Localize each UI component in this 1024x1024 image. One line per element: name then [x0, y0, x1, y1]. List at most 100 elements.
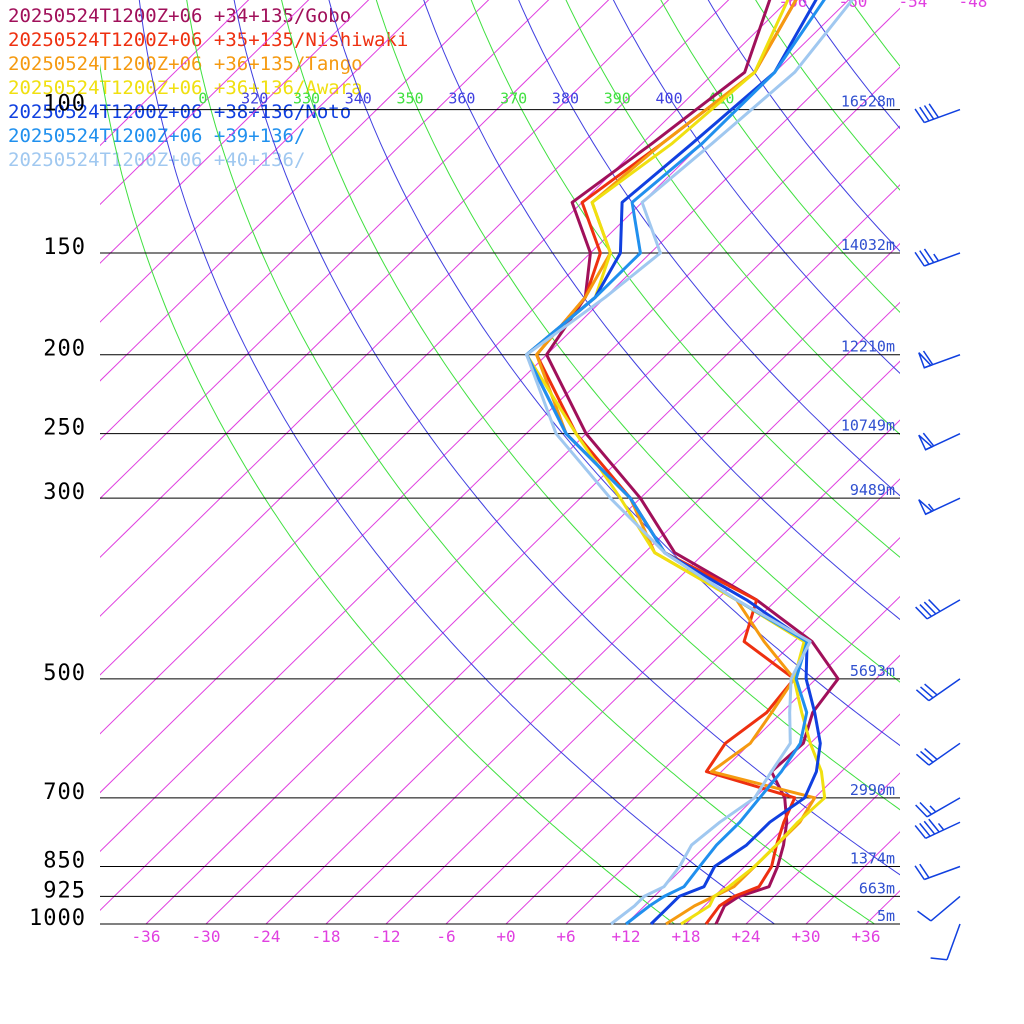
wind-barb-feather: [915, 689, 930, 702]
isotherm-line: [445, 478, 900, 924]
pressure-label: 300: [43, 480, 86, 505]
pressure-label: 150: [43, 235, 86, 260]
pressure-label: 925: [43, 878, 86, 903]
wind-barb-staff: [924, 252, 961, 267]
isotherm-line: [100, 0, 610, 500]
temperature-tick-label: -12: [372, 927, 401, 946]
isotherm-line: [100, 0, 430, 323]
theta-label: 320: [241, 90, 268, 108]
pressure-label: 700: [43, 780, 86, 805]
wind-barb-pennant: [918, 499, 934, 516]
wind-barb-feather: [919, 822, 931, 837]
wind-barb-staff: [926, 797, 961, 818]
wind-barb-staff: [926, 599, 961, 620]
dry-adiabat-line: [281, 0, 900, 811]
wind-barb-staff: [928, 742, 961, 766]
wind-barb-staff: [924, 108, 961, 124]
wind-barb-feather: [923, 248, 935, 263]
theta-label: 330: [293, 90, 320, 108]
wind-barb-pennant: [918, 434, 934, 451]
wind-barb-feather: [920, 750, 934, 763]
wind-barb-feather: [914, 825, 927, 839]
wind-barb-feather: [919, 801, 932, 815]
wind-barb-feather: [924, 748, 938, 760]
dry-adiabat-line: [375, 0, 900, 683]
temperature-tick-label: +36: [852, 927, 881, 946]
wind-barb-feather: [920, 686, 934, 699]
wind-barb-feather: [923, 820, 936, 835]
pressure-label: 100: [43, 92, 86, 117]
wind-barb-feather: [928, 103, 940, 118]
wind-barb-feather: [923, 105, 935, 120]
height-label: 14032m: [841, 236, 895, 254]
theta-label: 390: [604, 90, 631, 108]
theta-label: 0: [198, 90, 207, 108]
height-label: 663m: [859, 879, 895, 897]
dry-adiabat-line: [186, 0, 875, 924]
height-label: 10749m: [841, 417, 895, 435]
temperature-tick-label: -36: [132, 927, 161, 946]
pressure-label: 200: [43, 337, 86, 362]
height-label: 9489m: [850, 481, 895, 499]
dry-adiabat-line: [660, 0, 900, 314]
wind-barb-staff: [924, 865, 961, 881]
wind-barb-feather: [930, 957, 948, 961]
legend-entry: 20250524T1200Z+06 +40+136/: [8, 149, 306, 171]
theta-label: 340: [345, 90, 372, 108]
temperature-tick-label: -6: [436, 927, 455, 946]
wind-barb-feather: [928, 599, 941, 612]
temperature-tick-label: +12: [612, 927, 641, 946]
theta-label: 380: [552, 90, 579, 108]
temperature-tick-label: +6: [556, 927, 575, 946]
height-label: 2990m: [850, 781, 895, 799]
dry-adiabat-line: [565, 0, 900, 436]
wind-barb-feather: [915, 804, 928, 818]
pressure-label: 500: [43, 661, 86, 686]
wind-barb-feather: [915, 753, 930, 766]
theta-label: 350: [397, 90, 424, 108]
legend-entry: 20250524T1200Z+06 +36+136/Awara: [8, 77, 363, 99]
height-label: 12210m: [841, 338, 895, 356]
dry-adiabat-line: [100, 63, 675, 924]
wind-barb-staff: [946, 923, 961, 960]
upper-isotherm-label: -60: [839, 0, 868, 11]
upper-isotherm-label: -48: [959, 0, 988, 11]
wind-barb-half-feather: [929, 805, 937, 813]
isotherm-line: [205, 242, 900, 924]
wind-barb-feather: [917, 910, 932, 922]
wind-barb-feather: [922, 350, 934, 366]
wind-barb: [918, 350, 961, 369]
legend: 20250524T1200Z+06 +34+135/Gobo 20250524T1…: [8, 4, 408, 172]
wind-barb-feather: [919, 863, 930, 879]
isotherm-line: [805, 831, 900, 924]
wind-barb-feather: [924, 683, 938, 696]
isotherm-line: [100, 0, 730, 617]
theta-label: 360: [448, 90, 475, 108]
isotherm-line: [685, 713, 900, 924]
legend-entry: 20250524T1200Z+06 +34+135/Gobo: [8, 5, 352, 27]
wind-barb-staff: [928, 678, 961, 702]
legend-entry: 20250524T1200Z+06 +36+135/Tango: [8, 53, 363, 75]
legend-entry: 20250524T1200Z+06 +39+136/: [8, 125, 306, 147]
wind-barb-feather: [923, 601, 937, 615]
wind-barb: [914, 818, 961, 839]
wind-barb-staff: [930, 895, 961, 922]
temperature-tick-label: +30: [792, 927, 821, 946]
wind-barb-staff: [925, 821, 961, 839]
wind-barb-feather: [914, 108, 925, 123]
pressure-label: 1000: [29, 906, 86, 931]
isotherm-line: [986, 0, 1024, 924]
wind-barb-half-feather: [933, 253, 940, 262]
height-label: 5m: [877, 907, 895, 925]
height-label: 1374m: [850, 850, 895, 868]
wind-barb: [914, 248, 961, 267]
isotherm-line: [565, 595, 900, 924]
profile-line: [535, 0, 798, 925]
dry-adiabat-line: [518, 0, 900, 497]
pressure-label: 850: [43, 849, 86, 874]
isotherm-line: [926, 0, 1024, 924]
isotherm-line: [385, 419, 900, 924]
wind-barb: [918, 432, 961, 451]
dry-adiabat-line: [138, 0, 775, 924]
wind-barb: [930, 923, 961, 961]
